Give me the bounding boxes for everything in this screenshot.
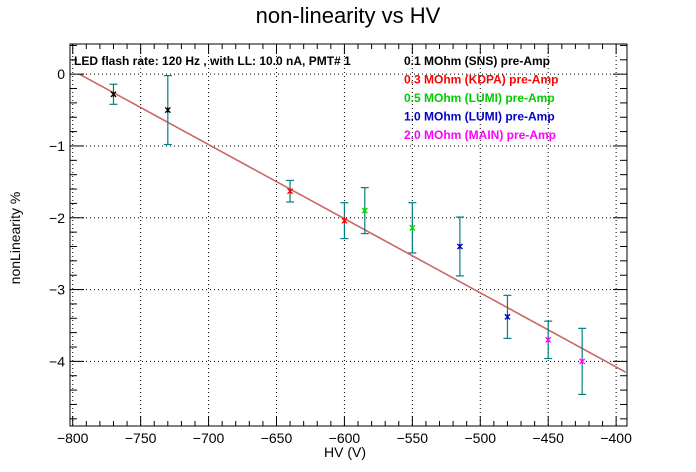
data-point — [503, 294, 512, 339]
legend-entry: 2.0 MOhm (MAIN) pre-Amp — [404, 128, 556, 142]
legend-entry: 1.0 MOhm (LUMI) pre-Amp — [404, 110, 555, 124]
legend-entry: 0.5 MOhm (LUMI) pre-Amp — [404, 91, 555, 105]
x-axis-title: HV (V) — [324, 444, 366, 460]
y-tick-label: −4 — [49, 353, 65, 369]
data-point — [340, 202, 349, 240]
data-point — [163, 74, 172, 146]
plot-frame — [69, 43, 628, 427]
grid — [70, 44, 627, 426]
annotation-text: LED flash rate: 120 Hz , with LL: 10.0 n… — [74, 54, 351, 68]
x-tick-label: −750 — [125, 430, 157, 446]
data-point — [109, 83, 118, 105]
data-point — [544, 320, 553, 360]
fit-line — [79, 73, 627, 373]
x-tick-label: −550 — [397, 430, 429, 446]
axes: −800 −750 −700 −650 −600 −550 −500 −450 −400 0 −1 −… — [49, 44, 632, 446]
y-axis-title: nonLinearity % — [7, 192, 23, 285]
data-point — [408, 202, 417, 254]
x-tick-label: −400 — [600, 430, 632, 446]
data-points — [109, 74, 587, 396]
x-tick-label: −800 — [57, 430, 89, 446]
x-tick-label: −600 — [329, 430, 361, 446]
legend: 0.1 MOhm (SNS) pre-Amp 0.3 MOhm (KDPA) pr… — [404, 54, 558, 142]
x-tick-label: −500 — [465, 430, 497, 446]
x-tick-label: −700 — [193, 430, 225, 446]
y-tick-label: −2 — [49, 210, 65, 226]
data-point — [455, 216, 464, 277]
y-tick-label: 0 — [57, 66, 65, 82]
x-tick-label: −450 — [532, 430, 564, 446]
fit-line-layer — [79, 73, 627, 373]
data-point — [578, 327, 587, 396]
legend-entry: 0.1 MOhm (SNS) pre-Amp — [404, 54, 550, 68]
y-tick-label: −3 — [49, 282, 65, 298]
legend-entry: 0.3 MOhm (KDPA) pre-Amp — [404, 73, 558, 87]
data-point — [360, 187, 369, 235]
y-tick-label: −1 — [49, 138, 65, 154]
chart-title: non-linearity vs HV — [256, 3, 441, 28]
x-tick-label: −650 — [261, 430, 293, 446]
data-point — [286, 179, 295, 203]
